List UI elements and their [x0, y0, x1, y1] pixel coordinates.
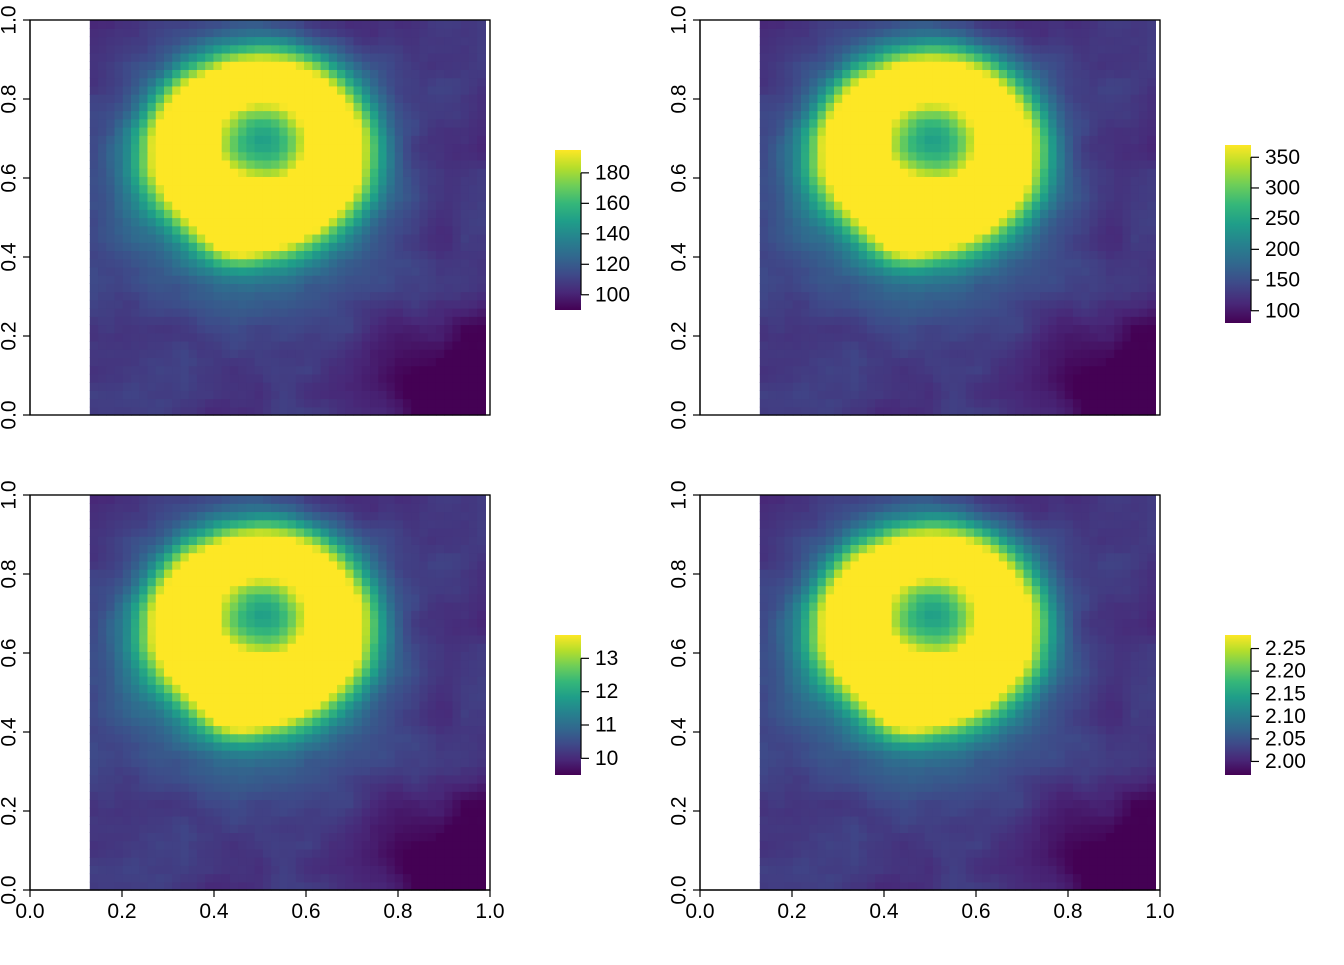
x-tick-label: 0.0 — [685, 900, 714, 923]
y-tick-label: 1.0 — [668, 480, 691, 509]
figure-container: 0.00.20.40.60.81.01801601401201000.00.20… — [0, 0, 1344, 960]
colorbar-tick-label: 2.20 — [1265, 660, 1306, 683]
colorbar-tick-label: 10 — [595, 747, 618, 770]
x-tick-label: 0.8 — [1053, 900, 1082, 923]
y-tick-label: 0.4 — [668, 717, 691, 747]
y-tick-label: 0.2 — [0, 321, 21, 350]
colorbar: 13 12 11 10 — [555, 635, 618, 775]
x-tick-label: 1.0 — [1145, 900, 1174, 923]
y-tick-label: 0.6 — [0, 638, 21, 667]
y-tick-label: 0.2 — [0, 796, 21, 825]
y-tick-label: 1.0 — [0, 480, 21, 509]
x-tick-label: 0.4 — [869, 900, 899, 923]
y-tick-label: 1.0 — [0, 5, 21, 34]
colorbar-tick-label: 100 — [1265, 299, 1300, 322]
y-tick-label: 0.6 — [668, 638, 691, 667]
colorbar-tick-label: 2.15 — [1265, 682, 1306, 705]
colorbar-tick-label: 250 — [1265, 207, 1300, 230]
y-tick-label: 0.2 — [668, 321, 691, 350]
colorbar-tick-label: 140 — [595, 222, 630, 245]
colorbar: 350 300 250 200 150 100 — [1225, 145, 1300, 323]
colorbar-tick-label: 150 — [1265, 269, 1300, 292]
y-tick-label: 0.4 — [0, 717, 21, 747]
heatmap — [90, 20, 486, 416]
heatmap — [90, 495, 486, 891]
colorbar-tick-label: 180 — [595, 161, 630, 184]
x-tick-label: 0.8 — [383, 900, 412, 923]
y-tick-label: 0.8 — [0, 84, 21, 113]
colorbar-tick-label: 2.05 — [1265, 727, 1306, 750]
colorbar-tick-label: 11 — [595, 714, 617, 737]
y-tick-label: 0.0 — [0, 400, 21, 429]
y-tick-label: 0.0 — [668, 400, 691, 429]
y-tick-label: 0.6 — [0, 163, 21, 192]
heatmap — [760, 20, 1156, 416]
colorbar-tick-label: 13 — [595, 647, 618, 670]
y-tick-label: 0.8 — [0, 559, 21, 588]
colorbar: 180 160 140 120 100 — [555, 150, 630, 310]
panel-top-left: 0.0 0.2 0.4 0.6 0.8 1.0 180 160 140 120 100 — [0, 5, 630, 429]
colorbar-tick-label: 120 — [595, 253, 630, 276]
colorbar-tick-label: 2.00 — [1265, 750, 1306, 773]
colorbar-tick-label: 100 — [595, 283, 630, 306]
colorbar: 2.252.202.152.102.052.00 — [1225, 635, 1306, 775]
figure-svg: 0.00.20.40.60.81.01801601401201000.00.20… — [0, 0, 1344, 960]
y-tick-label: 0.2 — [668, 796, 691, 825]
y-tick-label: 0.4 — [668, 242, 691, 272]
colorbar-tick-label: 2.25 — [1265, 637, 1306, 660]
colorbar-tick-label: 300 — [1265, 177, 1300, 200]
panel-top-right: 0.0 0.2 0.4 0.6 0.8 1.0 350 300 250 200 150 100 — [668, 5, 1301, 429]
panel-bottom-left: 0.00.20.40.60.81.00.00.20.40.60.81.01312… — [0, 480, 618, 923]
y-tick-label: 0.4 — [0, 242, 21, 272]
x-tick-label: 1.0 — [475, 900, 504, 923]
heatmap — [760, 495, 1156, 891]
colorbar-tick-label: 160 — [595, 192, 630, 215]
y-tick-label: 0.6 — [668, 163, 691, 192]
colorbar-tick-label: 350 — [1265, 146, 1300, 169]
x-tick-label: 0.2 — [777, 900, 806, 923]
x-tick-label: 0.6 — [961, 900, 990, 923]
colorbar-tick-label: 200 — [1265, 238, 1300, 261]
y-tick-label: 0.8 — [668, 84, 691, 113]
x-tick-label: 0.4 — [199, 900, 229, 923]
colorbar-tick-label: 2.10 — [1265, 705, 1306, 728]
y-tick-label: 1.0 — [668, 5, 691, 34]
y-tick-label: 0.8 — [668, 559, 691, 588]
x-tick-label: 0.6 — [291, 900, 320, 923]
panel-bottom-right: 0.00.20.40.60.81.00.00.20.40.60.81.02.25… — [668, 480, 1306, 923]
x-tick-label: 0.2 — [107, 900, 136, 923]
x-tick-label: 0.0 — [15, 900, 44, 923]
colorbar-tick-label: 12 — [595, 680, 618, 703]
